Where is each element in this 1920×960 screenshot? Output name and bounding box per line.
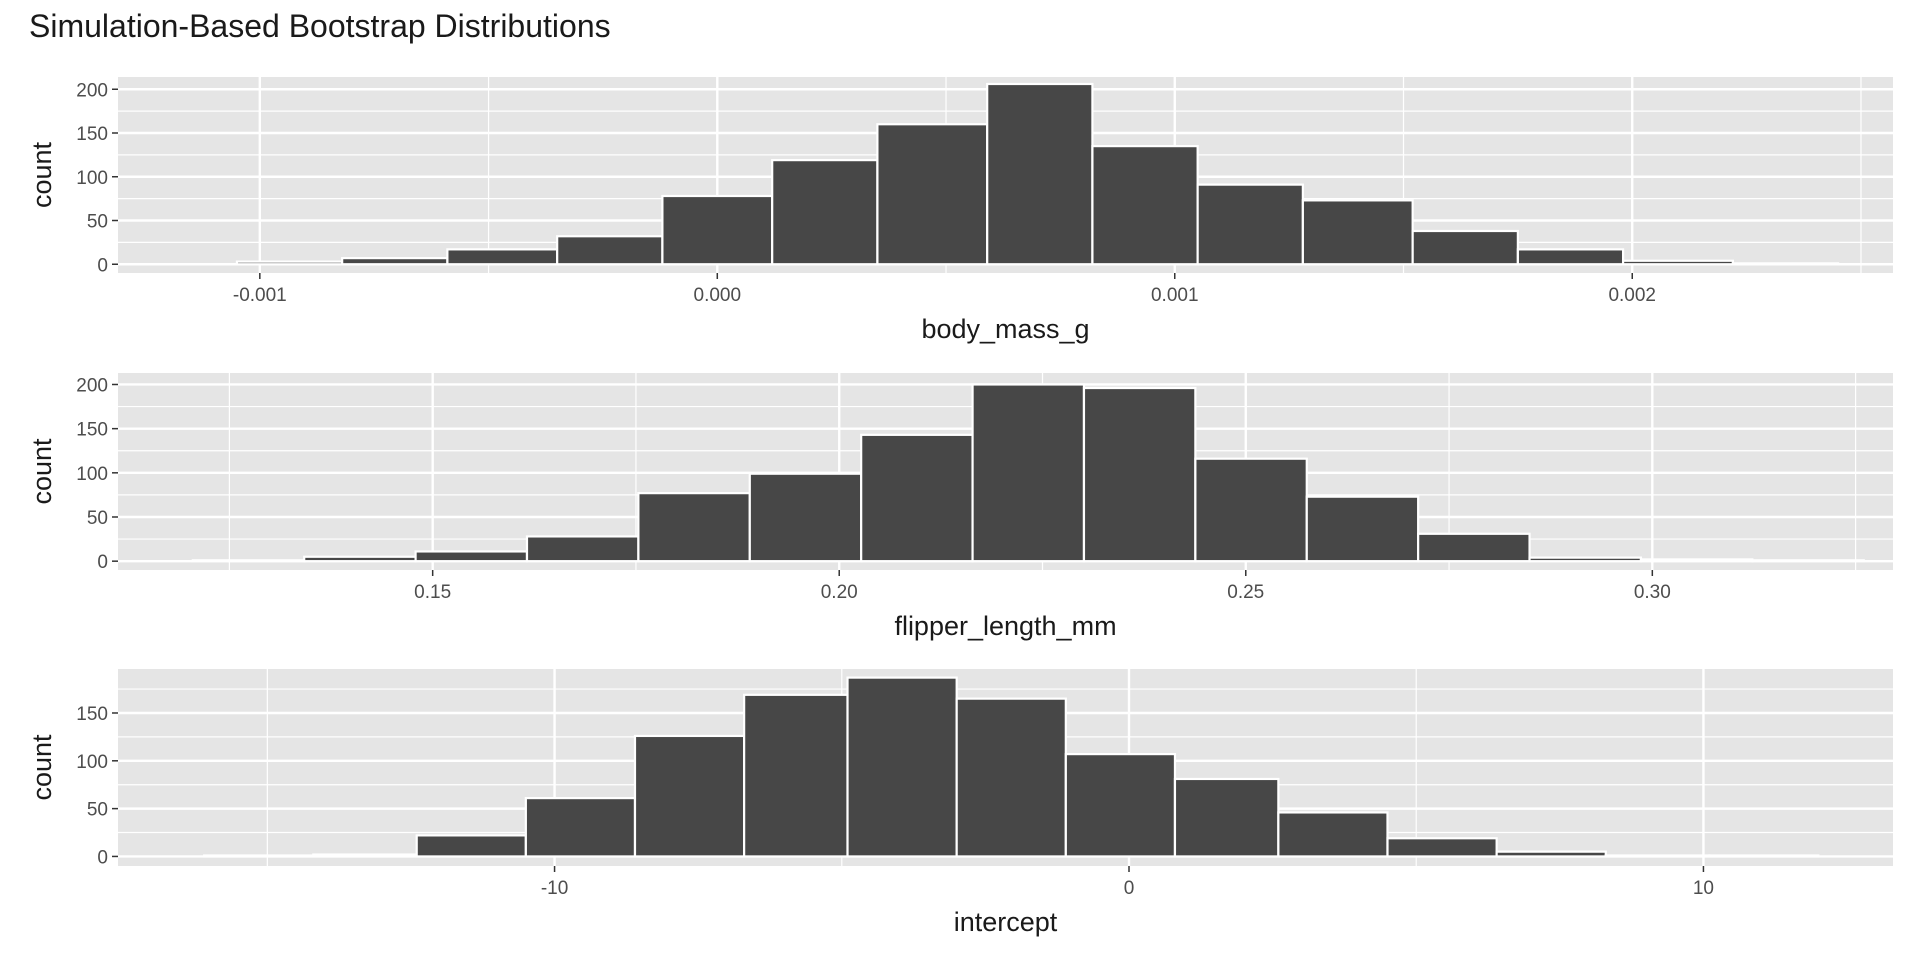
histogram-bar: [1751, 559, 1865, 563]
y-tick-label: 150: [76, 124, 108, 145]
histogram-bar: [860, 433, 974, 563]
y-axis-title: count: [27, 141, 57, 208]
y-tick-label: 150: [76, 420, 108, 441]
x-tick-label: 0.25: [1227, 582, 1264, 603]
histogram-bar: [661, 194, 774, 266]
y-tick-label: 200: [76, 80, 108, 101]
x-tick-label: 0.20: [821, 582, 858, 603]
histogram-bar: [341, 257, 449, 266]
histogram-bar: [955, 697, 1067, 858]
histogram-bar: [203, 854, 315, 858]
histogram-bar: [1621, 259, 1734, 266]
page-title: Simulation-Based Bootstrap Distributions: [29, 8, 611, 44]
histogram-bar: [446, 248, 559, 266]
histogram-bar: [1495, 850, 1607, 858]
histogram-bar: [1091, 145, 1199, 266]
histogram-bar: [1639, 558, 1754, 563]
panel-2: 0.15 0.20 0.25 0.30 0 50 100 150 200 flipper_leng…: [27, 373, 1893, 641]
panel-1: -0.001 0.000 0.001 0.002 0 50 100 150 200 body_ma…: [27, 77, 1893, 344]
y-tick-label: 0: [97, 552, 108, 573]
histogram-bar: [1528, 556, 1643, 563]
histogram-bar: [986, 82, 1094, 266]
histogram-bar: [1604, 854, 1711, 858]
histogram-bar: [1417, 532, 1531, 563]
x-tick-label: -0.001: [233, 285, 287, 306]
y-axis-title: count: [27, 438, 57, 505]
histogram-bar: [1173, 777, 1280, 858]
histogram-bar: [1301, 199, 1414, 266]
x-tick-label: -10: [541, 878, 568, 899]
y-tick-label: 0: [97, 255, 108, 276]
x-tick-label: 0.001: [1151, 285, 1199, 306]
histogram-bar: [633, 734, 746, 858]
histogram-bar: [1194, 457, 1308, 563]
y-tick-label: 150: [76, 704, 108, 725]
histogram-bar: [846, 676, 958, 858]
y-tick-label: 100: [76, 464, 108, 485]
y-tick-label: 50: [87, 212, 108, 233]
histogram-bar: [525, 535, 640, 563]
y-tick-label: 100: [76, 168, 108, 189]
histogram-bar: [556, 235, 664, 266]
x-tick-label: 0.002: [1608, 285, 1656, 306]
histogram-bar: [637, 492, 751, 563]
x-tick-label: 0.15: [414, 582, 451, 603]
histogram-bar: [971, 383, 1086, 563]
histogram-bar: [1305, 495, 1420, 563]
histogram-bar: [414, 550, 529, 563]
x-tick-label: 0.000: [694, 285, 742, 306]
x-axis-title: body_mass_g: [921, 314, 1089, 344]
histogram-bar: [1277, 811, 1389, 858]
histogram-bar: [1064, 753, 1177, 858]
histogram-bar: [1516, 248, 1625, 266]
histogram-bar: [1708, 854, 1820, 858]
histogram-bar: [191, 559, 306, 563]
histogram-bar: [748, 472, 863, 563]
x-axis-title: flipper_length_mm: [894, 611, 1116, 641]
y-axis-title: count: [27, 734, 57, 801]
histogram-bar: [415, 834, 527, 858]
y-tick-label: 50: [87, 508, 108, 529]
histogram-bar: [771, 159, 879, 266]
x-tick-label: 0.30: [1634, 582, 1671, 603]
y-tick-label: 0: [97, 847, 108, 868]
histogram-bar: [876, 123, 989, 266]
x-axis-title: intercept: [954, 907, 1058, 937]
histogram-bar: [743, 693, 849, 858]
histogram-bar: [1386, 837, 1498, 858]
y-tick-label: 100: [76, 752, 108, 773]
histogram-bar: [1731, 262, 1840, 266]
histogram-bar: [1411, 229, 1519, 266]
histogram-bar: [1196, 183, 1304, 266]
y-tick-label: 50: [87, 800, 108, 821]
histogram-bar: [524, 797, 637, 858]
histogram-bar: [1082, 386, 1197, 563]
histogram-bar: [303, 555, 417, 563]
x-tick-label: 10: [1693, 878, 1714, 899]
y-tick-label: 200: [76, 375, 108, 396]
histogram-bar: [235, 260, 344, 266]
histogram-bar: [312, 853, 418, 858]
x-tick-label: 0: [1124, 878, 1135, 899]
